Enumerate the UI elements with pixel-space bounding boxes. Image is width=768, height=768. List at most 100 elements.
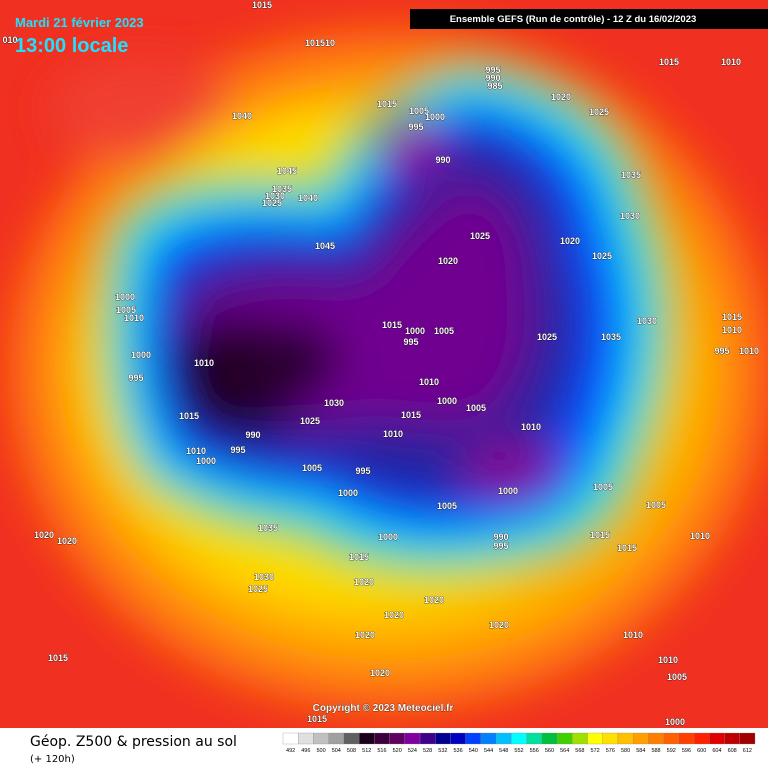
colorbar-swatch [724, 732, 740, 745]
header-bar [410, 9, 768, 29]
isobar-label: 995 [714, 346, 729, 356]
model-title: Ensemble GEFS (Run de contrôle) - 12 Z d… [450, 14, 697, 25]
isobar-label: 1015 [48, 653, 68, 663]
colorbar-swatch [663, 732, 680, 745]
isobar-label: 1045 [315, 241, 335, 251]
colorbar-label: 588 [651, 748, 660, 754]
colorbar-swatch [450, 732, 466, 745]
isobar-label: 1035 [601, 332, 621, 342]
isobar-label: 990 [435, 155, 450, 165]
isobar-label: 1025 [592, 251, 612, 261]
isobar-label: 101510 [305, 38, 335, 48]
colorbar-label: 504 [332, 748, 341, 754]
isobar-label: 1015 [252, 0, 272, 10]
isobar-label: 1020 [551, 92, 571, 102]
isobar-label: 990 [485, 73, 500, 83]
isobar-label: 1010 [124, 313, 144, 323]
isobar-label: 1015 [401, 410, 421, 420]
isobar-label: 995 [493, 541, 508, 551]
colorbar-swatch [572, 732, 588, 745]
isobar-label: 1010 [521, 422, 541, 432]
colorbar-swatch [313, 732, 329, 745]
isobar-label: 1025 [248, 584, 268, 594]
colorbar-label: 548 [499, 748, 508, 754]
isobar-label: 990 [493, 532, 508, 542]
isobar-label: 1020 [424, 595, 444, 605]
isobar-label: 1010 [623, 630, 643, 640]
colorbar-swatch [358, 732, 375, 745]
isobar-label: 995 [408, 122, 423, 132]
isobar-label: 1015 [722, 312, 742, 322]
isobar-label: 1010 [419, 377, 439, 387]
isobar-label: 1020 [354, 577, 374, 587]
isobar-label: 1015 [590, 530, 610, 540]
colorbar-swatch [678, 732, 695, 745]
isobar-label: 1040 [232, 111, 252, 121]
isobar-label: 1015 [617, 543, 637, 553]
colorbar-label: 528 [423, 748, 432, 754]
isobar-label: 1005 [116, 305, 136, 315]
colorbar-label: 508 [347, 748, 356, 754]
isobar-label: 1000 [196, 456, 216, 466]
colorbar-label: 596 [682, 748, 691, 754]
colorbar-label: 496 [301, 748, 310, 754]
colorbar-label: 612 [743, 748, 752, 754]
colorbar-label: 516 [377, 748, 386, 754]
colorbar-swatch [556, 732, 573, 745]
isobar-label: 995 [128, 373, 143, 383]
isobar-label: 1020 [34, 530, 54, 540]
colorbar-swatch [511, 732, 527, 745]
isobar-label: 1020 [384, 610, 404, 620]
geopotential-field [0, 0, 768, 728]
isobar-label: 1005 [667, 672, 687, 682]
isobar-label: 995 [403, 337, 418, 347]
isobar-label: 1030 [637, 316, 657, 326]
isobar-label: 1000 [131, 350, 151, 360]
isobar-label: 1025 [537, 332, 557, 342]
isobar-label: 1005 [302, 463, 322, 473]
isobar-label: 1035 [272, 184, 292, 194]
isobar-label: 1045 [277, 166, 297, 176]
isobar-label: 990 [245, 430, 260, 440]
colorbar-swatch [282, 732, 299, 745]
isobar-label: 1015 [377, 99, 397, 109]
isobar-label: 1000 [665, 717, 685, 727]
colorbar-swatch [587, 732, 603, 745]
colorbar-label: 604 [712, 748, 721, 754]
colorbar-label: 572 [591, 748, 600, 754]
isobar-label: 995 [230, 445, 245, 455]
isobar-label: 1010 [658, 655, 678, 665]
isobar-label: 1000 [437, 396, 457, 406]
colorbar: 492 496 500 504 508 512 516 520 524 528 532 536 540 5… [282, 732, 756, 754]
colorbar-swatch [328, 732, 345, 745]
isobar-label: 1010 [186, 446, 206, 456]
isobar-label: 1005 [437, 501, 457, 511]
colorbar-swatch [496, 732, 512, 745]
isobar-label: 1015 [307, 714, 327, 724]
colorbar-swatch [480, 732, 497, 745]
colorbar-swatch [465, 732, 482, 745]
colorbar-swatch [693, 732, 710, 745]
isobar-label: 1010 [739, 346, 759, 356]
colorbar-label: 520 [393, 748, 402, 754]
colorbar-label: 568 [575, 748, 584, 754]
colorbar-label: 552 [514, 748, 523, 754]
isobar-label: 1015 [349, 552, 369, 562]
colorbar-label: 584 [636, 748, 645, 754]
isobar-label: 1020 [560, 236, 580, 246]
isobar-label: 1020 [355, 630, 375, 640]
isobar-label: 1020 [489, 620, 509, 630]
isobar-label: 1005 [646, 500, 666, 510]
colorbar-swatch [739, 732, 756, 745]
isobar-label: 1000 [115, 292, 135, 302]
colorbar-label: 592 [667, 748, 676, 754]
isobar-label: 1005 [593, 482, 613, 492]
colorbar-label: 536 [454, 748, 463, 754]
colorbar-swatch [541, 732, 558, 745]
colorbar-label: 580 [621, 748, 630, 754]
colorbar-label: 532 [438, 748, 447, 754]
colorbar-label: 544 [484, 748, 493, 754]
colorbar-swatch [617, 732, 634, 745]
